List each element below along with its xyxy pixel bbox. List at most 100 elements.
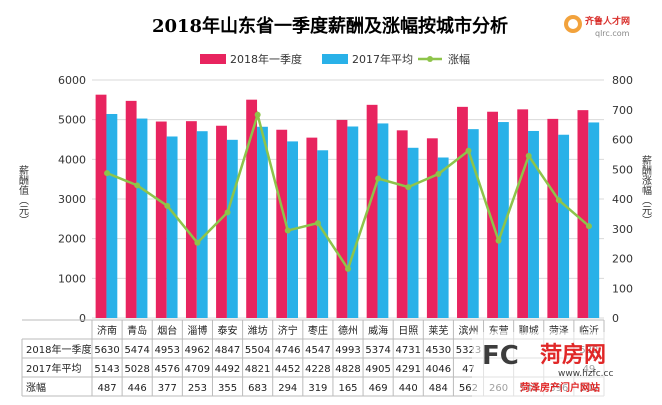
right-axis-title: 薪酬涨幅（元）: [640, 155, 652, 225]
left-tick-label: 1000: [58, 272, 86, 285]
growth-point: [224, 209, 231, 216]
table-cell: 5323: [456, 345, 481, 356]
legend: 2018年一季度 2017年平均 涨幅: [200, 52, 470, 66]
growth-point: [104, 170, 111, 177]
legend-marker: [427, 56, 433, 62]
logo-sub: qlrc.com: [595, 29, 630, 38]
bar-2018q1: [517, 109, 529, 318]
table-cell: 5474: [124, 345, 149, 356]
right-tick-label: 200: [612, 253, 633, 266]
bar-2018q1: [426, 138, 438, 318]
table-cell: 4046: [426, 364, 451, 375]
bar-2017avg: [467, 129, 479, 318]
table-cell: 4530: [426, 345, 451, 356]
bar-2018q1: [125, 100, 137, 318]
bar-2018q1: [155, 121, 167, 318]
table-cell: 484: [429, 383, 448, 394]
growth-point: [194, 239, 201, 246]
growth-point: [345, 265, 351, 272]
bar-2018q1: [457, 106, 468, 318]
bar-2018q1: [246, 99, 258, 318]
growth-point: [405, 184, 412, 191]
bar-2018q1: [396, 130, 408, 318]
table-cell: 562: [459, 383, 478, 394]
table-cell: 355: [218, 383, 237, 394]
growth-point: [284, 227, 291, 234]
bar-2018q1: [276, 129, 288, 318]
growth-line: [104, 110, 592, 272]
bar-2017avg: [437, 157, 449, 318]
left-tick-label: 2000: [58, 233, 86, 246]
table-category: 莱芜: [428, 324, 448, 337]
right-tick-label: 600: [612, 134, 633, 147]
left-tick-label: 5000: [58, 114, 86, 127]
table-cell: 440: [399, 383, 418, 394]
table-cell: 165: [338, 383, 357, 394]
bar-2018q1: [547, 118, 559, 318]
right-tick-label: 700: [612, 104, 633, 117]
table-cell: 4828: [335, 364, 360, 375]
table-category: 潍坊: [248, 324, 268, 337]
growth-point: [465, 147, 472, 154]
bar-2018q1: [336, 119, 348, 318]
right-tick-label: 800: [612, 74, 633, 87]
bar-2018q1: [306, 137, 318, 318]
table-category: 淄博: [187, 324, 207, 337]
chart-title: 2018年山东省一季度薪酬及涨幅按城市分析: [152, 15, 508, 37]
table-category: 枣庄: [308, 324, 328, 337]
table-cell: 683: [248, 383, 267, 394]
left-tick-label: 6000: [58, 74, 86, 87]
bars: [95, 94, 600, 319]
table-category: 烟台: [157, 324, 177, 337]
growth-point: [314, 220, 321, 227]
growth-point: [254, 111, 261, 118]
table-cell: 47: [462, 364, 475, 375]
watermark-main: 菏房网: [540, 342, 606, 368]
growth-point: [164, 202, 171, 209]
table-cell: 5028: [124, 364, 149, 375]
watermark-logo-mark: FC: [482, 341, 519, 371]
table-cell: 4821: [245, 364, 270, 375]
bar-2017avg: [407, 147, 419, 318]
right-tick-label: 400: [612, 193, 633, 206]
growth-point: [435, 171, 442, 178]
legend-swatch: [322, 54, 348, 64]
legend-label: 涨幅: [448, 53, 470, 66]
bar-2017avg: [528, 130, 539, 318]
table-category: 威海: [368, 324, 388, 337]
growth-point: [134, 182, 141, 189]
legend-label: 2017年平均: [352, 52, 413, 66]
table-cell: 253: [188, 383, 207, 394]
table-cell: 5374: [365, 345, 390, 356]
bar-2017avg: [347, 126, 359, 318]
table-cell: 5504: [245, 345, 270, 356]
legend-swatch: [200, 54, 226, 64]
right-tick-label: 100: [612, 282, 633, 295]
table-category: 日照: [398, 325, 418, 337]
table-cell: 4492: [215, 364, 240, 375]
hzfc-watermark: FC 菏房网 www.hzfc.cc 菏泽房产门户网站: [472, 332, 652, 398]
bar-2018q1: [95, 94, 107, 318]
table-cell: 4731: [396, 345, 421, 356]
table-cell: 5143: [94, 364, 119, 375]
bar-2017avg: [166, 136, 178, 318]
table-cell: 319: [308, 383, 327, 394]
table-category: 济南: [97, 324, 117, 337]
table-cell: 4547: [305, 345, 330, 356]
table-category: 济宁: [278, 324, 298, 337]
legend-label: 2018年一季度: [230, 52, 302, 66]
bar-2017avg: [558, 134, 570, 318]
table-cell: 5630: [94, 345, 119, 356]
table-cell: 4452: [275, 364, 300, 375]
table-cell: 4228: [305, 364, 330, 375]
table-cell: 4962: [185, 345, 210, 356]
table-cell: 4953: [155, 345, 180, 356]
table-category: 德州: [338, 324, 358, 337]
left-axis-title: 薪酬值（元）: [17, 165, 29, 225]
table-cell: 446: [128, 383, 147, 394]
growth-point: [585, 223, 592, 230]
table-row-label: 2017年平均: [26, 362, 81, 375]
table-cell: 4847: [215, 345, 240, 356]
